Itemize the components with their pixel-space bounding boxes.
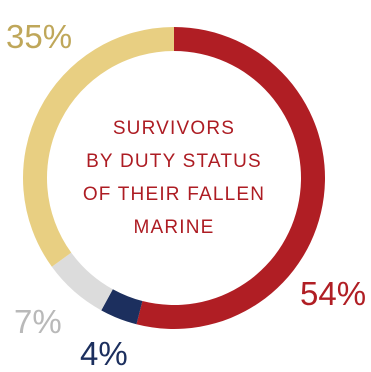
chart-center-title: SURVIVORS BY DUTY STATUS OF THEIR FALLEN… — [83, 118, 265, 238]
slice-label-4: 4% — [80, 335, 128, 372]
slice-7 — [51, 252, 113, 311]
slice-4 — [101, 289, 143, 325]
center-title-line-4: MARINE — [133, 217, 214, 238]
slice-54 — [136, 27, 326, 329]
center-title-line-3: OF THEIR FALLEN — [83, 184, 265, 205]
center-title-line-1: SURVIVORS — [113, 118, 235, 139]
center-title-line-2: BY DUTY STATUS — [86, 151, 262, 172]
slice-35 — [23, 27, 174, 267]
slice-label-54: 54% — [300, 275, 366, 312]
slice-label-7: 7% — [14, 303, 62, 340]
slice-label-35: 35% — [6, 18, 72, 55]
donut-slices — [23, 27, 326, 329]
slice-labels: 54% 4% 7% 35% — [6, 18, 366, 372]
